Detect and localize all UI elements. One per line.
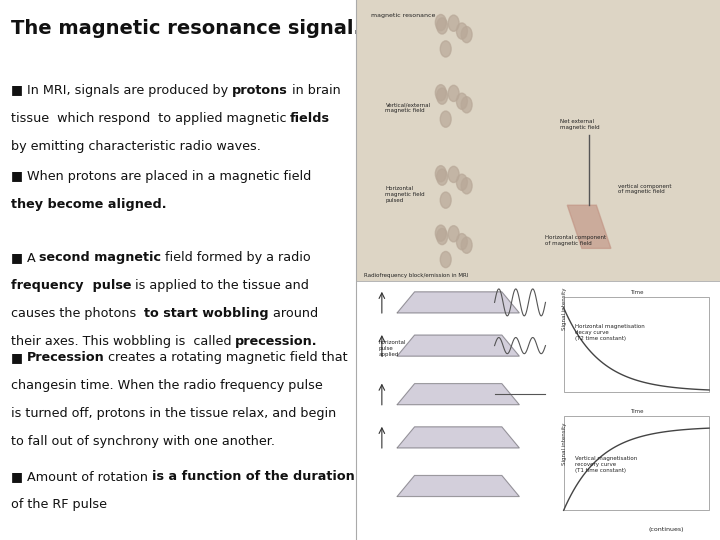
Text: ■ Amount of rotation: ■ Amount of rotation (11, 470, 152, 483)
Circle shape (448, 15, 459, 31)
Circle shape (448, 226, 459, 242)
Text: Signal intensity: Signal intensity (562, 423, 567, 465)
Text: The magnetic resonance signal.: The magnetic resonance signal. (11, 19, 361, 38)
Circle shape (462, 97, 472, 113)
Text: fields: fields (290, 112, 330, 125)
Text: ■ When protons are placed in a magnetic field: ■ When protons are placed in a magnetic … (11, 170, 311, 183)
Text: Radiofrequency block/emission in MRI: Radiofrequency block/emission in MRI (364, 273, 468, 278)
Text: of the RF pulse: of the RF pulse (11, 498, 107, 511)
Text: is applied to the tissue and: is applied to the tissue and (131, 279, 309, 292)
Text: field formed by a radio: field formed by a radio (161, 251, 311, 264)
Text: changesin time. When the radio frequency pulse: changesin time. When the radio frequency… (11, 379, 323, 392)
Circle shape (462, 26, 472, 43)
Text: is turned off, protons in the tissue relax, and begin: is turned off, protons in the tissue rel… (11, 407, 336, 420)
Text: magnetic resonance: magnetic resonance (371, 14, 436, 18)
Bar (564, 297, 709, 391)
Text: tissue  which respond  to applied magnetic: tissue which respond to applied magnetic (11, 112, 290, 125)
Text: to fall out of synchrony with one another.: to fall out of synchrony with one anothe… (11, 435, 275, 448)
Circle shape (437, 18, 448, 34)
Text: Horizontal
magnetic field
pulsed: Horizontal magnetic field pulsed (385, 186, 425, 203)
Text: Precession: Precession (27, 351, 104, 364)
Circle shape (456, 234, 467, 250)
Polygon shape (397, 335, 519, 356)
Text: ■: ■ (11, 351, 27, 364)
Text: frequency  pulse: frequency pulse (11, 279, 131, 292)
Text: vertical component
of magnetic field: vertical component of magnetic field (618, 184, 672, 194)
Circle shape (440, 41, 451, 57)
Text: ■ In MRI, signals are produced by: ■ In MRI, signals are produced by (11, 84, 232, 97)
Circle shape (440, 111, 451, 127)
Text: Vertical/external
magnetic field: Vertical/external magnetic field (385, 103, 431, 113)
Text: Signal intensity: Signal intensity (562, 288, 567, 330)
Text: to start wobbling: to start wobbling (144, 307, 269, 320)
Circle shape (440, 252, 451, 268)
Circle shape (462, 237, 472, 253)
Circle shape (436, 15, 446, 31)
Text: creates a rotating magnetic field that: creates a rotating magnetic field that (104, 351, 348, 364)
Circle shape (456, 174, 467, 191)
Text: they become aligned.: they become aligned. (11, 198, 166, 211)
Text: (continues): (continues) (648, 526, 684, 531)
Text: in brain: in brain (287, 84, 341, 97)
Text: causes the photons: causes the photons (11, 307, 144, 320)
Circle shape (448, 85, 459, 102)
Bar (356, 0, 720, 281)
Circle shape (437, 88, 448, 104)
Circle shape (440, 192, 451, 208)
Text: Time: Time (629, 409, 643, 414)
Text: second magnetic: second magnetic (40, 251, 161, 264)
Circle shape (436, 85, 446, 101)
Circle shape (437, 169, 448, 185)
Text: around: around (269, 307, 318, 320)
Text: Horizontal magnetisation
decay curve
(T2 time constant): Horizontal magnetisation decay curve (T2… (575, 324, 644, 341)
Circle shape (437, 228, 448, 245)
Polygon shape (567, 205, 611, 248)
Circle shape (456, 93, 467, 110)
Text: ■ A: ■ A (11, 251, 40, 264)
Text: precession.: precession. (235, 335, 318, 348)
Text: Net external
magnetic field: Net external magnetic field (560, 119, 600, 130)
Text: by emitting characteristic radio waves.: by emitting characteristic radio waves. (11, 140, 261, 153)
Circle shape (462, 178, 472, 194)
Polygon shape (397, 383, 519, 405)
Text: horizontal
pulse
applied: horizontal pulse applied (378, 340, 405, 357)
Circle shape (448, 166, 459, 183)
Text: protons: protons (232, 84, 287, 97)
Text: Horizontal component
of magnetic field: Horizontal component of magnetic field (546, 235, 606, 246)
Polygon shape (397, 292, 519, 313)
Text: Time: Time (629, 291, 643, 295)
Polygon shape (397, 475, 519, 497)
Circle shape (456, 23, 467, 39)
Text: their axes. This wobbling is  called: their axes. This wobbling is called (11, 335, 235, 348)
Text: Vertical magnetisation
recovery curve
(T1 time constant): Vertical magnetisation recovery curve (T… (575, 456, 636, 473)
Text: is a function of the duration: is a function of the duration (152, 470, 354, 483)
Circle shape (436, 166, 446, 182)
Circle shape (436, 225, 446, 241)
Polygon shape (397, 427, 519, 448)
Bar (564, 416, 709, 510)
